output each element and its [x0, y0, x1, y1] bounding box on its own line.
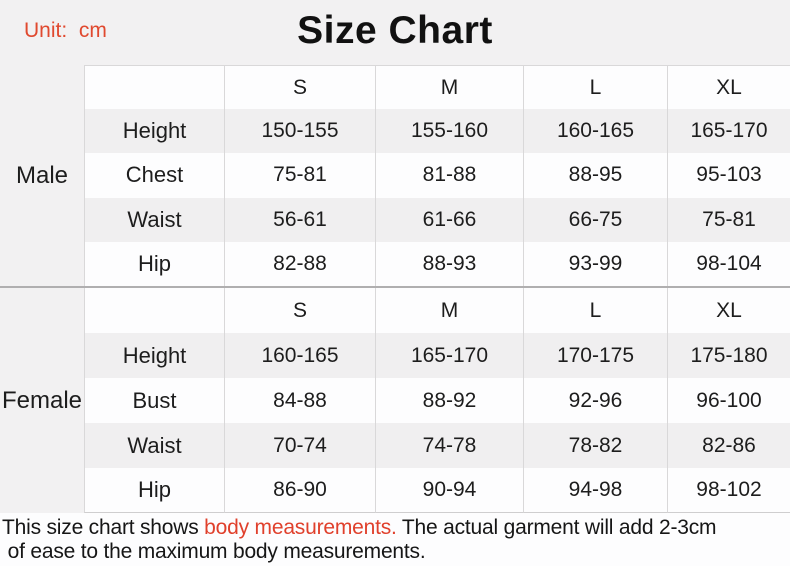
- note-text: This size chart shows body measurements.…: [0, 513, 790, 566]
- measure-value-cell: 61-66: [375, 197, 523, 242]
- measure-value-cell: 66-75: [523, 197, 667, 242]
- note-prefix: This size chart shows: [2, 516, 205, 539]
- size-header-cell: M: [375, 65, 523, 110]
- section-label-female: Female: [1, 386, 83, 414]
- measure-name-cell: Bust: [84, 378, 224, 423]
- measure-value-cell: 98-104: [667, 241, 790, 286]
- measure-value-cell: 82-86: [667, 423, 790, 468]
- measure-value-cell: 175-180: [667, 333, 790, 378]
- measure-value-cell: 93-99: [523, 241, 667, 286]
- measure-value-cell: 75-81: [667, 197, 790, 242]
- size-header-cell: XL: [667, 65, 790, 110]
- measure-value-cell: 56-61: [224, 197, 375, 242]
- female-section: Female S M L XL Height 160-165 165-170 1…: [0, 288, 790, 513]
- measure-value-cell: 88-95: [523, 153, 667, 198]
- measure-value-cell: 94-98: [523, 468, 667, 513]
- size-header-cell: S: [224, 65, 375, 110]
- measure-value-cell: 165-170: [667, 109, 790, 154]
- measure-value-cell: 90-94: [375, 468, 523, 513]
- measure-value-cell: 98-102: [667, 468, 790, 513]
- size-header-cell: XL: [667, 288, 790, 333]
- measure-value-cell: 150-155: [224, 109, 375, 154]
- size-chart-table: Male S M L XL Height 150-155 155-160 160…: [0, 65, 790, 513]
- measure-value-cell: 84-88: [224, 378, 375, 423]
- measure-value-cell: 165-170: [375, 333, 523, 378]
- measure-value-cell: 160-165: [224, 333, 375, 378]
- measure-value-cell: 170-175: [523, 333, 667, 378]
- size-header-cell: L: [523, 288, 667, 333]
- page-title: Size Chart: [297, 9, 493, 52]
- unit-label: Unit: cm: [24, 19, 107, 42]
- corner-cell: [84, 65, 224, 110]
- measure-name-cell: Waist: [84, 197, 224, 242]
- section-label-male: Male: [15, 161, 69, 189]
- measure-value-cell: 96-100: [667, 378, 790, 423]
- measure-value-cell: 86-90: [224, 468, 375, 513]
- male-section: Male S M L XL Height 150-155 155-160 160…: [0, 65, 790, 288]
- measure-value-cell: 81-88: [375, 153, 523, 198]
- note-highlight: body measurements.: [204, 516, 397, 539]
- measure-name-cell: Height: [84, 333, 224, 378]
- size-header-cell: L: [523, 65, 667, 110]
- measure-value-cell: 75-81: [224, 153, 375, 198]
- measure-name-cell: Waist: [84, 423, 224, 468]
- page-header: Unit: cm Size Chart: [0, 0, 790, 65]
- measure-value-cell: 74-78: [375, 423, 523, 468]
- measure-value-cell: 95-103: [667, 153, 790, 198]
- measure-value-cell: 88-93: [375, 241, 523, 286]
- measure-value-cell: 92-96: [523, 378, 667, 423]
- measure-name-cell: Height: [84, 109, 224, 154]
- measure-value-cell: 88-92: [375, 378, 523, 423]
- corner-cell: [84, 288, 224, 333]
- measure-name-cell: Hip: [84, 241, 224, 286]
- measure-name-cell: Chest: [84, 153, 224, 198]
- measure-value-cell: 82-88: [224, 241, 375, 286]
- measure-name-cell: Hip: [84, 468, 224, 513]
- measure-value-cell: 78-82: [523, 423, 667, 468]
- measure-value-cell: 70-74: [224, 423, 375, 468]
- note-suffix: The actual garment will add 2-3cm of eas…: [7, 516, 717, 563]
- size-header-cell: M: [375, 288, 523, 333]
- size-header-cell: S: [224, 288, 375, 333]
- measure-value-cell: 160-165: [523, 109, 667, 154]
- measure-value-cell: 155-160: [375, 109, 523, 154]
